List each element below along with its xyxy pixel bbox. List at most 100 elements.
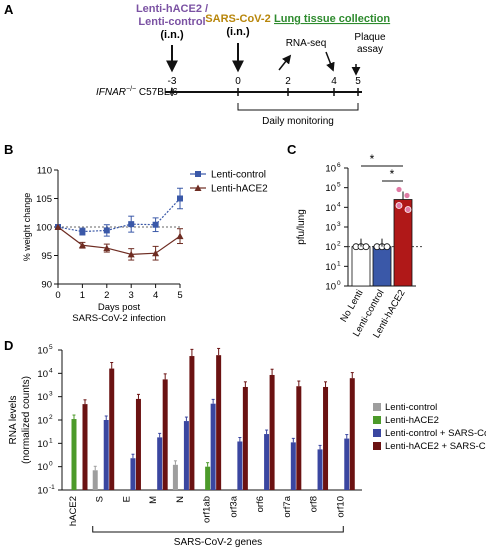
treatment-1-label: Lenti-hACE2 /	[136, 3, 208, 15]
y-tick-label: 95	[41, 251, 52, 262]
x-axis-label: Days post	[98, 302, 141, 313]
y-tick-label: 10	[37, 392, 48, 403]
x-tick-label: E	[121, 496, 132, 502]
x-axis-label: SARS-CoV-2 infection	[72, 313, 165, 324]
y-tick-label: 10	[325, 282, 336, 293]
bar	[157, 437, 163, 490]
y-tick-label: 10	[37, 369, 48, 380]
bar	[344, 438, 350, 490]
y-tick-exponent: 0	[337, 280, 341, 287]
y-axis-label: pfu/lung	[296, 209, 307, 245]
bar	[242, 386, 248, 490]
data-point	[103, 227, 110, 234]
bar	[189, 356, 195, 490]
timeline-panel: Lenti-hACE2 / Lenti-control (i.n.) SARS-…	[96, 3, 390, 127]
treatment-1-route: (i.n.)	[160, 29, 184, 41]
bar	[372, 246, 392, 287]
x-tick-label: M	[148, 496, 159, 504]
y-tick-exponent: 2	[337, 241, 341, 248]
y-tick-exponent: 1	[49, 437, 53, 444]
bar	[103, 420, 109, 490]
treatment-1b-label: Lenti-control	[138, 16, 205, 28]
bar	[323, 386, 329, 490]
y-tick-label: 10	[37, 346, 48, 357]
timeline-day-label: 0	[235, 76, 241, 87]
y-tick-label: 110	[37, 166, 52, 177]
legend-swatch	[373, 403, 381, 411]
x-tick-label: orf1ab	[202, 496, 213, 523]
rnaseq-label: RNA-seq	[286, 38, 327, 49]
x-tick-label: orf3a	[228, 495, 239, 517]
timeline-day-label: 4	[331, 76, 337, 87]
timeline-day-label: 5	[355, 76, 361, 87]
bar	[183, 421, 189, 490]
legend-label: Lenti-control	[385, 402, 437, 413]
legend-swatch	[373, 429, 381, 437]
data-point	[103, 244, 111, 252]
x-tick-label: orf7a	[282, 495, 293, 517]
x-tick-label: hACE2	[68, 496, 79, 526]
y-tick-exponent: 4	[49, 367, 53, 374]
y-tick-label: 10	[37, 416, 48, 427]
y-tick-exponent: 2	[49, 414, 53, 421]
legend-label: Lenti-hACE2	[385, 415, 439, 426]
y-axis-label: (normalized counts)	[21, 376, 32, 464]
timeline-day-label: 2	[285, 76, 291, 87]
bar	[349, 378, 355, 490]
data-point	[78, 241, 86, 249]
x-tick-label: orf8	[309, 496, 320, 512]
significance-mark: *	[370, 152, 375, 166]
y-tick-label: 10	[325, 203, 336, 214]
legend-swatch	[373, 442, 381, 450]
panel-label-a: A	[4, 2, 14, 17]
y-tick-exponent: -1	[49, 484, 55, 491]
bar	[210, 403, 216, 490]
bar	[71, 419, 77, 490]
bar	[216, 355, 222, 490]
legend-label: Lenti-hACE2	[211, 184, 268, 195]
panel-label-b: B	[4, 142, 13, 157]
data-point	[152, 221, 159, 228]
data-point	[362, 243, 370, 251]
mouse-strain-label: IFNAR−/− C57BL/6	[96, 86, 178, 98]
bar	[82, 404, 88, 490]
x-tick-label: N	[175, 496, 186, 503]
bar	[351, 246, 371, 287]
data-point	[128, 221, 135, 228]
significance-mark: *	[390, 167, 395, 181]
x-tick-label: 3	[129, 290, 134, 301]
data-point	[395, 202, 403, 209]
x-tick-label: 0	[55, 290, 60, 301]
y-tick-exponent: 4	[337, 201, 341, 208]
legend-label: Lenti-control	[211, 170, 266, 181]
data-point	[403, 192, 411, 199]
y-tick-exponent: 0	[49, 461, 53, 468]
y-tick-label: 10	[37, 486, 48, 497]
data-point	[54, 223, 62, 230]
y-tick-label: 10	[37, 439, 48, 450]
bar	[130, 458, 136, 490]
legend-marker	[194, 184, 202, 191]
plaque-label-2: assay	[357, 44, 383, 55]
bar	[290, 442, 296, 490]
data-point	[177, 195, 183, 202]
data-point	[152, 249, 160, 257]
y-tick-label: 10	[325, 223, 336, 234]
arrow-day-2	[278, 54, 292, 71]
x-tick-label: S	[95, 496, 106, 502]
y-tick-exponent: 1	[337, 260, 341, 267]
bar	[162, 379, 168, 490]
x-tick-label: 1	[80, 290, 85, 301]
data-point	[383, 243, 391, 251]
data-point	[395, 186, 403, 193]
treatment-2-route: (i.n.)	[226, 26, 250, 38]
y-tick-label: 10	[325, 262, 336, 273]
legend-swatch	[373, 416, 381, 424]
panel-label-d: D	[4, 338, 13, 353]
bar	[205, 466, 211, 490]
timeline-day-label: -3	[168, 76, 177, 87]
